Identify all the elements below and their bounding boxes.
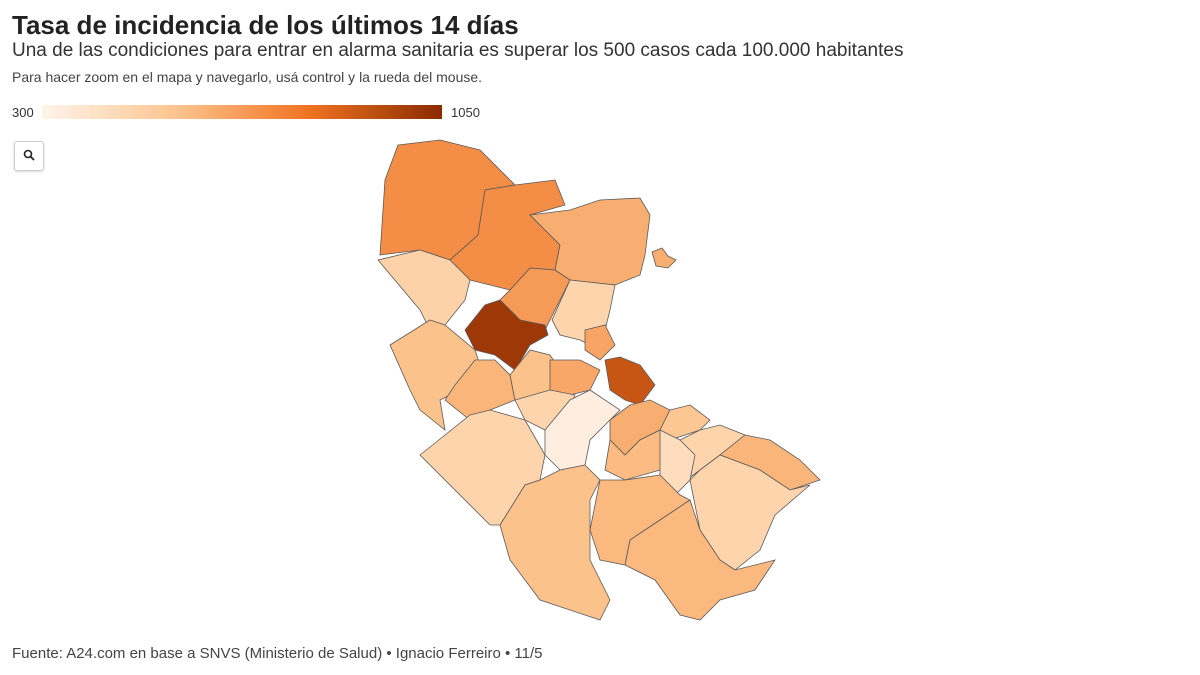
zoom-button[interactable] bbox=[14, 141, 44, 171]
region bbox=[419, 409, 546, 526]
region bbox=[549, 359, 601, 396]
legend-min: 300 bbox=[12, 105, 34, 120]
subtitle: Una de las condiciones para entrar en al… bbox=[12, 40, 904, 61]
map bbox=[377, 139, 821, 621]
region bbox=[651, 247, 677, 269]
source: Fuente: A24.com en base a SNVS (Minister… bbox=[12, 645, 543, 662]
legend-max: 1050 bbox=[451, 105, 480, 120]
note: Para hacer zoom en el mapa y navegarlo, … bbox=[12, 69, 483, 85]
region bbox=[544, 389, 621, 471]
region bbox=[529, 197, 651, 286]
title: Tasa de incidencia de los últimos 14 día… bbox=[12, 10, 519, 40]
legend-gradient bbox=[42, 105, 442, 119]
region bbox=[464, 299, 549, 371]
region bbox=[624, 499, 776, 621]
region bbox=[584, 324, 616, 361]
region bbox=[604, 356, 656, 406]
search-icon bbox=[23, 149, 35, 161]
region bbox=[377, 249, 471, 331]
